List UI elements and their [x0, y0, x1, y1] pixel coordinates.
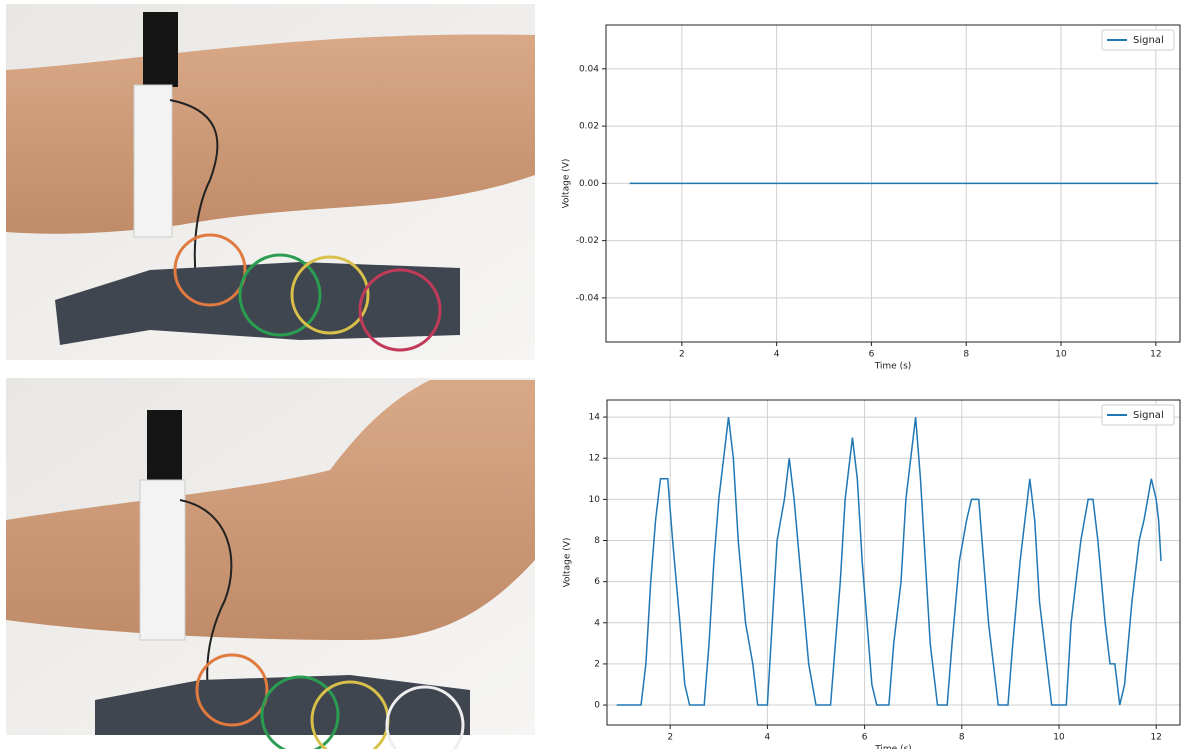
- legend-label: Signal: [1133, 35, 1164, 46]
- y-tick-label: 2: [594, 659, 600, 669]
- chart: 2 4 6 8 10 12 0 2 4 6 8 10 12 14 Time (s) Voltage (V) Si…: [563, 400, 1181, 749]
- x-tick-label: 10: [1055, 350, 1067, 360]
- y-axis-label: Voltage (V): [563, 538, 573, 588]
- y-tick-label: 0.04: [579, 64, 599, 74]
- photo-relaxed: [6, 4, 535, 360]
- y-tick-label: 4: [594, 618, 600, 628]
- x-tick-label: 4: [774, 350, 780, 360]
- y-tick-label: 8: [594, 536, 600, 546]
- x-tick-label: 2: [679, 350, 685, 360]
- x-tick-label: 12: [1150, 350, 1161, 360]
- x-tick-label: 2: [667, 733, 673, 743]
- signal-line: [617, 417, 1161, 705]
- chart: 2 4 6 8 10 12 -0.04 -0.02 0.00 0.02 0.04 Time (s) Vo…: [562, 25, 1181, 372]
- x-tick-label: 8: [963, 350, 969, 360]
- y-tick-label: 0.00: [579, 179, 599, 189]
- x-tick-label: 8: [959, 733, 965, 743]
- y-tick-label: 10: [589, 495, 601, 505]
- x-axis-label: Time (s): [874, 745, 912, 750]
- x-tick-label: 10: [1053, 733, 1065, 743]
- y-tick-label: 6: [594, 577, 600, 587]
- y-tick-label: -0.02: [576, 236, 599, 246]
- x-tick-label: 4: [765, 733, 771, 743]
- y-tick-label: 0.02: [579, 122, 599, 132]
- figure: 2 4 6 8 10 12 -0.04 -0.02 0.00 0.02 0.04 Time (s) Vo…: [0, 0, 1182, 749]
- x-tick-label: 6: [862, 733, 868, 743]
- y-tick-label: 0: [594, 701, 600, 711]
- x-tick-label: 6: [869, 350, 875, 360]
- x-tick-label: 12: [1150, 733, 1161, 743]
- plot-frame: [607, 400, 1180, 725]
- photo-flexed: [6, 378, 535, 749]
- y-tick-label: -0.04: [576, 293, 600, 303]
- y-axis-label: Voltage (V): [562, 159, 572, 209]
- legend-label: Signal: [1133, 410, 1164, 421]
- x-axis-label: Time (s): [874, 362, 912, 372]
- y-tick-label: 14: [589, 413, 601, 423]
- y-tick-label: 12: [589, 454, 600, 464]
